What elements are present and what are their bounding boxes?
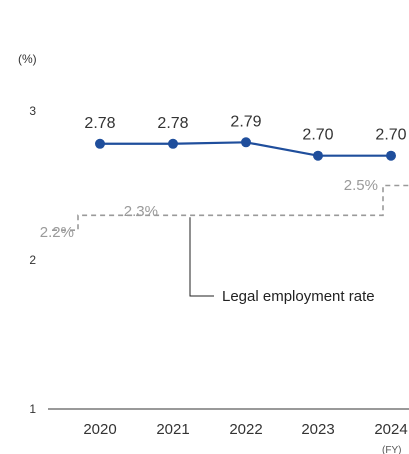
data-label: 2.79 xyxy=(230,113,261,130)
annotation-leader-line xyxy=(189,217,214,297)
x-axis-ticks: 2020 2021 2022 2023 2024 xyxy=(83,421,407,438)
data-point xyxy=(95,138,105,149)
data-label: 2.70 xyxy=(375,127,406,144)
data-label: 2.78 xyxy=(84,115,115,132)
legal-rate-label: 2.5% xyxy=(344,177,378,194)
y-axis-unit: (%) xyxy=(18,52,37,66)
y-tick-label: 3 xyxy=(29,104,36,118)
legal-rate-annotation: Legal employment rate xyxy=(222,288,375,305)
employment-rate-points xyxy=(95,137,396,161)
x-tick-label: 2021 xyxy=(156,421,189,438)
employment-rate-data-labels: 2.78 2.78 2.79 2.70 2.70 xyxy=(84,113,406,143)
data-label: 2.78 xyxy=(157,115,188,132)
data-point xyxy=(313,150,323,161)
x-tick-label: 2023 xyxy=(301,421,334,438)
x-axis-unit: (FY) xyxy=(382,445,401,454)
legal-rate-label: 2.3% xyxy=(124,203,158,220)
x-tick-label: 2024 xyxy=(374,421,407,438)
x-tick-label: 2020 xyxy=(83,421,116,438)
legal-rate-label: 2.2% xyxy=(40,224,74,241)
data-point xyxy=(241,137,251,148)
data-point xyxy=(168,138,178,149)
y-axis-ticks: 1 2 3 xyxy=(29,104,36,416)
data-point xyxy=(386,150,396,161)
legal-rate-step-line xyxy=(52,184,409,231)
y-tick-label: 1 xyxy=(29,402,36,416)
x-tick-label: 2022 xyxy=(229,421,262,438)
y-tick-label: 2 xyxy=(29,253,36,267)
data-label: 2.70 xyxy=(302,127,333,144)
legal-rate-labels: 2.2% 2.3% 2.5% xyxy=(40,177,378,241)
